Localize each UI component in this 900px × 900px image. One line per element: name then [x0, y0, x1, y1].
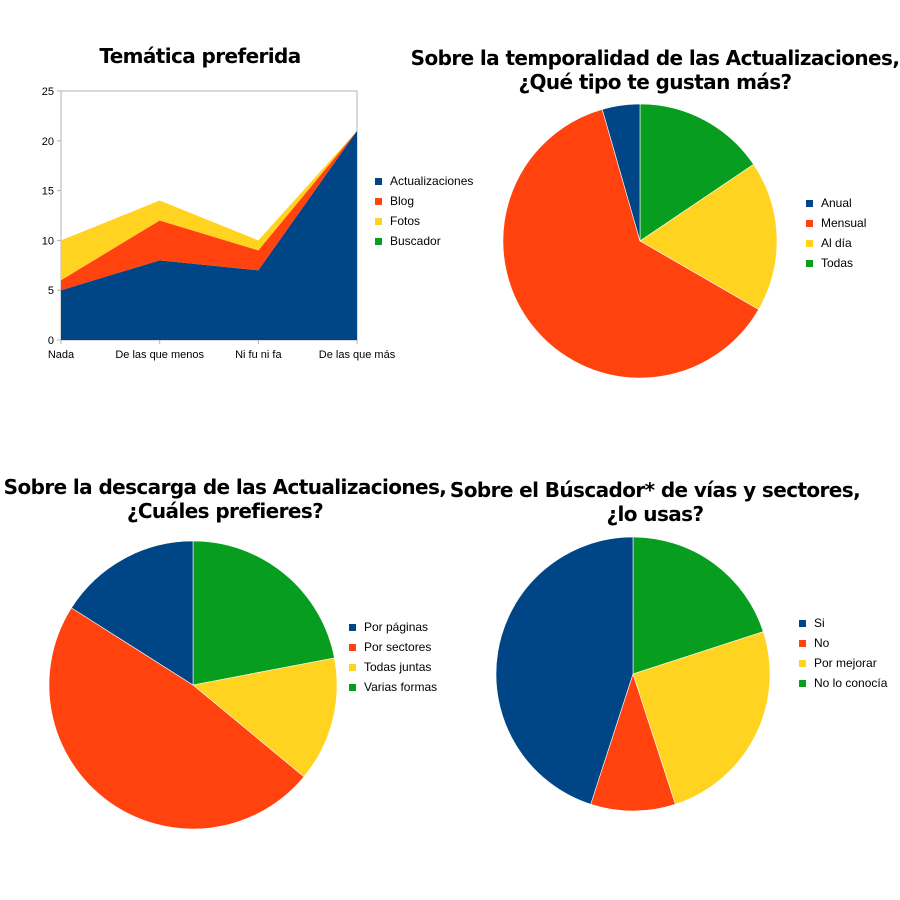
pie-descarga-slice-varias-formas — [192, 540, 335, 686]
area-legend-item-blog: Blog — [375, 191, 473, 211]
pie-buscador-title: Sobre el Búscador* de vías y sectores, ¿… — [430, 478, 880, 526]
area-legend-label: Actualizaciones — [390, 174, 474, 188]
pie-descarga-legend-item-varias-formas: Varias formas — [349, 677, 437, 697]
pie-buscador-legend-item-por-mejorar: Por mejorar — [799, 653, 887, 673]
pie-temporalidad-legend-item-todas: Todas — [806, 253, 866, 273]
pie-temporalidad-legend-label: Al día — [821, 236, 852, 250]
pie-descarga-legend-label: Varias formas — [364, 680, 438, 694]
pie-descarga-legend-swatch — [349, 683, 356, 691]
pie-descarga-slice-todas-juntas — [192, 657, 338, 778]
pie-temporalidad-legend-label: Todas — [821, 256, 854, 270]
area-x-tick-label: De las que menos — [115, 349, 204, 361]
area-y-tick-label: 25 — [42, 86, 54, 98]
pie-temporalidad-legend-item-mensual: Mensual — [806, 213, 866, 233]
pie-descarga-legend-label: Por sectores — [364, 640, 432, 654]
pie-descarga-title: Sobre la descarga de las Actualizaciones… — [0, 475, 450, 523]
pie-temporalidad-legend-label: Mensual — [821, 216, 867, 230]
area-chart: 0 5 10 15 20 25 Nada De las que menos Ni fu ni f… — [42, 86, 396, 361]
area-legend-item-actualizaciones: Actualizaciones — [375, 171, 473, 191]
pie-buscador-legend-label: No — [814, 636, 830, 650]
area-y-tick-label: 5 — [48, 285, 54, 297]
pie-descarga-slice-por-paginas — [71, 540, 194, 686]
area-x-tick-label: Ni fu ni fa — [235, 349, 282, 361]
pie-buscador-slice-por-mejorar — [632, 631, 771, 805]
pie-buscador-title-line1: Sobre el Búscador* de vías y sectores, — [449, 478, 861, 502]
pie-temporalidad-legend-label: Anual — [821, 196, 852, 210]
pie-buscador-legend-item-no-lo-conocia: No lo conocía — [799, 673, 887, 693]
pie-descarga-legend-item-todas-juntas: Todas juntas — [349, 657, 437, 677]
pie-temporalidad-title-line1: Sobre la temporalidad de las Actualizaci… — [410, 46, 900, 70]
pie-buscador-legend-item-no: No — [799, 633, 887, 653]
pie-descarga-legend-swatch — [349, 663, 356, 671]
pie-descarga-slice-por-sectores — [48, 607, 305, 830]
pie-descarga-legend-swatch — [349, 623, 356, 631]
area-series-actualizaciones — [61, 130, 357, 340]
pie-buscador-legend-swatch — [799, 639, 806, 647]
pie-buscador-title-line2: ¿lo usas? — [606, 502, 705, 526]
pie-temporalidad-legend-item-al-dia: Al día — [806, 233, 866, 253]
pie-temporalidad-legend: Anual Mensual Al día Todas — [806, 193, 866, 273]
area-x-tick-label: Nada — [48, 349, 75, 361]
pie-buscador-legend-label: Por mejorar — [814, 656, 877, 670]
pie-descarga-title-line2: ¿Cuáles prefieres? — [126, 499, 324, 523]
area-legend-item-fotos: Fotos — [375, 211, 473, 231]
area-series-blog — [61, 130, 357, 291]
pie-buscador-legend-swatch — [799, 659, 806, 667]
pie-descarga-legend-item-por-paginas: Por páginas — [349, 617, 437, 637]
area-legend-item-buscador: Buscador — [375, 231, 473, 251]
area-y-tick-label: 0 — [48, 335, 54, 347]
pie-temporalidad-slice-anual — [601, 103, 641, 242]
pie-temporalidad-legend-item-anual: Anual — [806, 193, 866, 213]
area-legend-swatch — [375, 217, 382, 225]
area-legend-label: Fotos — [390, 214, 421, 228]
pie-buscador-legend: Si No Por mejorar No lo conocía — [799, 613, 887, 693]
pie-temporalidad-legend-swatch — [806, 239, 813, 247]
pie-temporalidad-slice-todas — [639, 103, 754, 242]
area-y-tick-label: 20 — [42, 136, 54, 148]
area-chart-legend: Actualizaciones Blog Fotos Buscador — [375, 171, 473, 251]
pie-temporalidad-slice-mensual — [502, 108, 760, 379]
pie-buscador-legend-label: No lo conocía — [814, 676, 888, 690]
pie-temporalidad-legend-swatch — [806, 219, 813, 227]
area-y-tick-label: 15 — [42, 186, 54, 198]
pie-buscador-slice-si — [495, 536, 634, 805]
pie-temporalidad-title: Sobre la temporalidad de las Actualizaci… — [400, 46, 900, 94]
pie-descarga-legend-label: Todas juntas — [364, 660, 432, 674]
pie-buscador-legend-swatch — [799, 619, 806, 627]
area-legend-swatch — [375, 177, 382, 185]
pie-descarga-legend-swatch — [349, 643, 356, 651]
area-y-tick-label: 10 — [42, 235, 54, 247]
area-legend-label: Buscador — [390, 234, 441, 248]
pie-descarga-legend-item-por-sectores: Por sectores — [349, 637, 437, 657]
pie-buscador-slice-no-lo-conocia — [632, 536, 764, 675]
area-legend-swatch — [375, 237, 382, 245]
pie-buscador-legend-item-si: Si — [799, 613, 887, 633]
area-legend-label: Blog — [390, 194, 415, 208]
pie-temporalidad-title-line2: ¿Qué tipo te gustan más? — [518, 70, 792, 94]
pie-buscador-slice-no — [590, 673, 676, 812]
pie-temporalidad-legend-swatch — [806, 259, 813, 267]
pie-temporalidad-legend-swatch — [806, 199, 813, 207]
pie-buscador-legend-swatch — [799, 679, 806, 687]
pie-descarga-legend-label: Por páginas — [364, 620, 429, 634]
area-x-tick-label: De las que más — [319, 349, 396, 361]
pie-temporalidad-slice-al-dia — [639, 163, 778, 310]
pie-descarga-legend: Por páginas Por sectores Todas juntas Varia… — [349, 617, 437, 697]
pie-descarga-title-line1: Sobre la descarga de las Actualizaciones… — [3, 475, 447, 499]
area-legend-swatch — [375, 197, 382, 205]
area-chart-title: Temática preferida — [99, 44, 301, 68]
pie-buscador-legend-label: Si — [814, 616, 825, 630]
